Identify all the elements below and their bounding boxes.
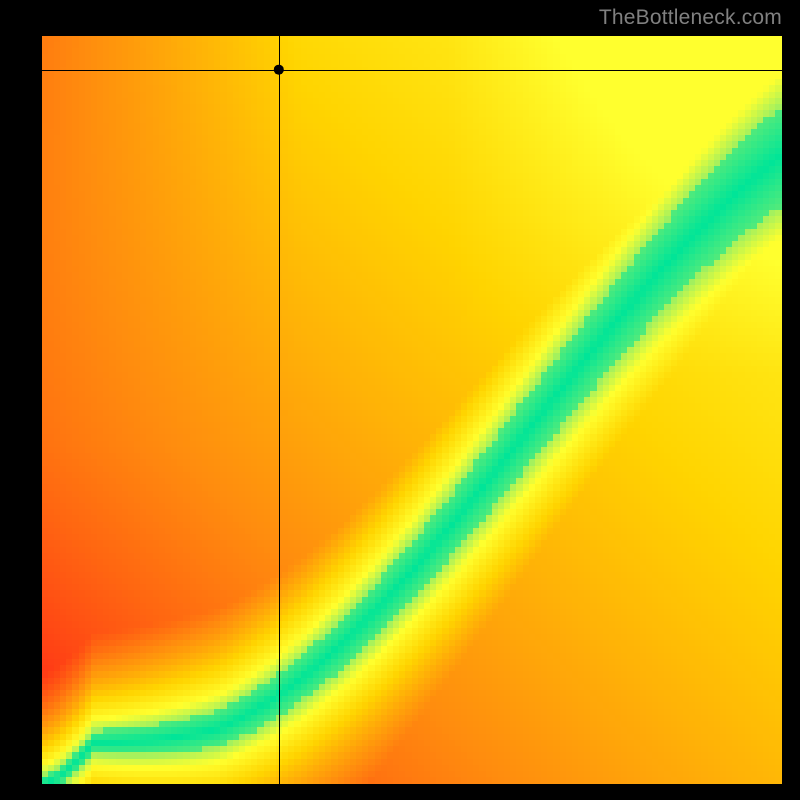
watermark-text: TheBottleneck.com (599, 6, 782, 30)
heatmap-plot (42, 36, 782, 784)
heatmap-canvas (42, 36, 782, 784)
